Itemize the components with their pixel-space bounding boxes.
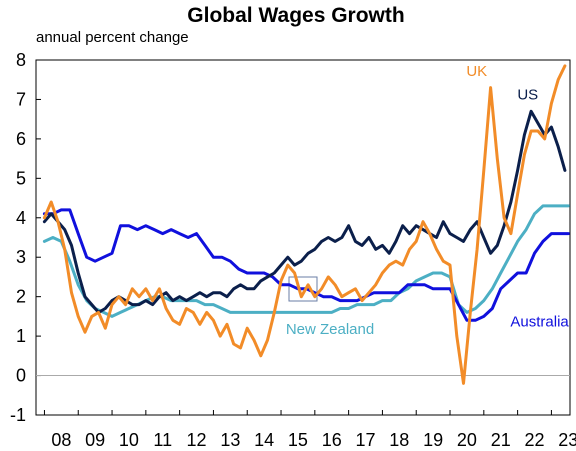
x-tick-label: 15 <box>288 430 308 450</box>
x-tick-label: 08 <box>51 430 71 450</box>
x-tick-label: 17 <box>356 430 376 450</box>
y-tick-label: 3 <box>16 247 26 267</box>
x-tick-label: 20 <box>457 430 477 450</box>
chart-subtitle: annual percent change <box>36 29 189 46</box>
y-tick-label: -1 <box>10 405 26 425</box>
series-label-new-zealand: New Zealand <box>286 321 374 338</box>
series-label-australia: Australia <box>510 313 569 330</box>
x-tick-label: 12 <box>187 430 207 450</box>
series-label-us: US <box>517 86 538 103</box>
x-tick-label: 11 <box>153 430 172 450</box>
x-axis: 08 09 10 11 12 13 14 15 16 17 18 19 20 21 22 23 <box>43 410 576 450</box>
y-axis: -1 0 1 2 3 4 5 6 7 8 <box>10 50 41 425</box>
x-tick-label: 16 <box>322 430 342 450</box>
x-tick-label: 22 <box>524 430 544 450</box>
y-tick-label: 0 <box>16 366 26 386</box>
highlight-box <box>288 276 318 302</box>
series-lines <box>42 64 570 385</box>
y-tick-label: 1 <box>16 326 26 346</box>
y-tick-label: 6 <box>16 129 26 149</box>
plot-frame <box>35 59 571 416</box>
x-tick-label: 14 <box>254 430 274 450</box>
x-tick-label: 18 <box>389 430 409 450</box>
x-tick-label: 09 <box>85 430 105 450</box>
y-tick-label: 4 <box>16 208 26 228</box>
y-tick-label: 7 <box>16 89 26 109</box>
x-tick-label: 10 <box>119 430 139 450</box>
chart-title: Global Wages Growth <box>187 4 404 27</box>
series-labels: UK US Australia New Zealand <box>286 63 570 338</box>
x-tick-label: 19 <box>423 430 443 450</box>
y-tick-label: 2 <box>16 287 26 307</box>
series-line-uk <box>42 64 567 385</box>
x-tick-label: 21 <box>491 430 511 450</box>
y-tick-label: 8 <box>16 50 26 70</box>
x-tick-label: 13 <box>220 430 240 450</box>
series-label-uk: UK <box>466 63 487 80</box>
x-tick-label: 23 <box>558 430 576 450</box>
series-line-new-zealand <box>42 204 570 318</box>
y-tick-label: 5 <box>16 168 26 188</box>
